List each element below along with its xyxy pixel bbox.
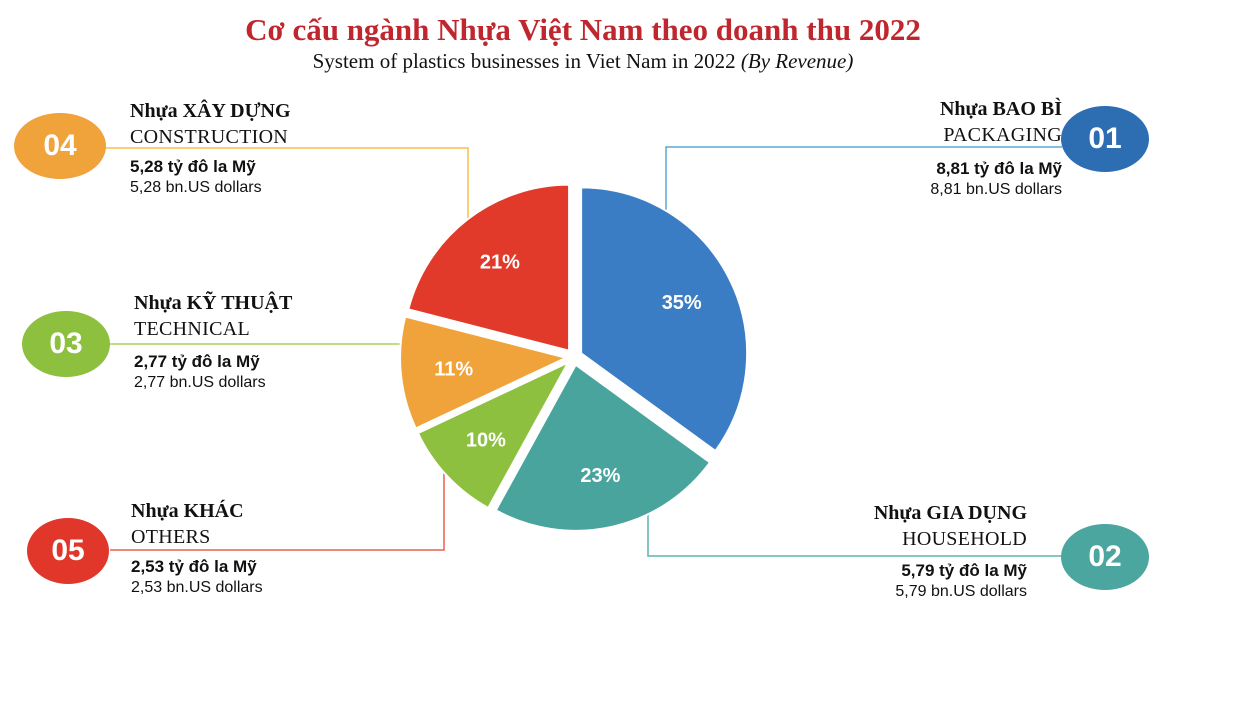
household-usd: 5,79 bn.US dollars [895, 583, 1027, 600]
label-household: Nhựa GIA DỤNG HOUSEHOLD 5,79 tỷ đô la Mỹ… [874, 500, 1027, 602]
construction-value: 5,28 tỷ đô la Mỹ [130, 157, 256, 176]
subtitle-italic: (By Revenue) [740, 49, 854, 73]
badge-03: 03 [22, 311, 110, 377]
pie-slice-household [494, 363, 712, 532]
technical-vn-name: Nhựa KỸ THUẬT [134, 292, 293, 314]
percent-labels: 35% 23% 10% 11% 21% [434, 251, 702, 486]
pie-slices [399, 183, 749, 532]
connector-packaging [665, 146, 1062, 213]
construction-vn-name: Nhựa XÂY DỰNG [130, 100, 291, 122]
label-others: Nhựa KHÁC OTHERS 2,53 tỷ đô la Mỹ 2,53 b… [131, 498, 263, 598]
packaging-value: 8,81 tỷ đô la Mỹ [936, 159, 1062, 178]
others-en-name: OTHERS [131, 526, 211, 548]
badge-04-text: 04 [43, 129, 77, 162]
percent-label-construction: 21% [480, 251, 520, 273]
pie-slice-packaging [580, 186, 749, 453]
label-packaging: Nhựa BAO BÌ PACKAGING 8,81 tỷ đô la Mỹ 8… [930, 96, 1062, 200]
badge-05-text: 05 [51, 534, 85, 567]
percent-label-household: 23% [580, 465, 620, 487]
percent-label-others: 10% [466, 430, 506, 452]
badge-02: 02 [1061, 524, 1149, 590]
technical-value: 2,77 tỷ đô la Mỹ [134, 352, 260, 371]
others-vn-name: Nhựa KHÁC [131, 500, 244, 522]
percent-label-packaging: 35% [662, 292, 702, 314]
packaging-en-name: PACKAGING [943, 124, 1062, 146]
chart-title: Cơ cấu ngành Nhựa Việt Nam theo doanh th… [245, 12, 921, 47]
others-value: 2,53 tỷ đô la Mỹ [131, 557, 257, 576]
badge-02-text: 02 [1088, 540, 1122, 573]
badge-01: 01 [1061, 106, 1149, 172]
pie-slice-others [416, 360, 571, 510]
subtitle-text: System of plastics businesses in Viet Na… [312, 49, 736, 73]
household-value: 5,79 tỷ đô la Mỹ [901, 561, 1027, 580]
percent-label-technical: 11% [434, 358, 473, 380]
household-vn-name: Nhựa GIA DỤNG [873, 502, 1027, 524]
connector-construction [104, 147, 469, 232]
technical-usd: 2,77 bn.US dollars [134, 374, 266, 391]
label-construction: Nhựa XÂY DỰNG CONSTRUCTION 5,28 tỷ đô la… [130, 98, 291, 198]
pie-slice-technical [399, 315, 569, 430]
construction-usd: 5,28 bn.US dollars [130, 179, 262, 196]
connector-household [647, 506, 1062, 557]
technical-en-name: TECHNICAL [134, 318, 251, 340]
pie-slice-construction [407, 183, 571, 352]
packaging-vn-name: Nhựa BAO BÌ [939, 98, 1062, 120]
badge-05: 05 [27, 518, 109, 584]
badge-04: 04 [14, 113, 106, 179]
connector-lines [104, 146, 1062, 557]
connector-others [110, 456, 445, 551]
household-en-name: HOUSEHOLD [902, 528, 1027, 550]
others-usd: 2,53 bn.US dollars [131, 579, 263, 596]
packaging-usd: 8,81 bn.US dollars [930, 181, 1062, 198]
construction-en-name: CONSTRUCTION [130, 126, 289, 148]
label-technical: Nhựa KỸ THUẬT TECHNICAL 2,77 tỷ đô la Mỹ… [134, 290, 292, 393]
chart-subtitle: System of plastics businesses in Viet Na… [0, 49, 1166, 74]
badge-01-text: 01 [1088, 122, 1122, 155]
badge-03-text: 03 [49, 327, 83, 360]
